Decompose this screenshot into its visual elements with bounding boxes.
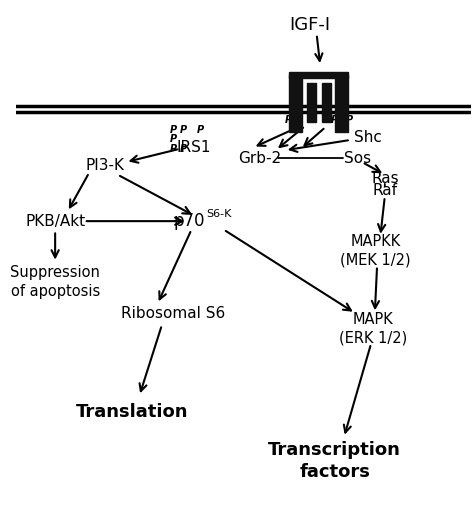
Bar (307, 83, 316, 122)
Text: S6-K: S6-K (207, 209, 232, 219)
Text: P: P (197, 125, 204, 135)
Text: P: P (170, 125, 177, 135)
Text: P: P (346, 115, 354, 125)
Text: MAPKK
(MEK 1/2): MAPKK (MEK 1/2) (340, 234, 411, 268)
Text: p70: p70 (173, 212, 205, 230)
Bar (289, 75, 302, 132)
Text: Ribosomal S6: Ribosomal S6 (121, 306, 226, 321)
Text: Shc: Shc (354, 130, 382, 145)
Text: P: P (170, 134, 177, 144)
Text: PKB/Akt: PKB/Akt (25, 213, 85, 229)
Text: P: P (170, 144, 177, 154)
Text: P: P (180, 125, 187, 135)
Text: P: P (180, 144, 187, 154)
Text: Transcription
factors: Transcription factors (268, 440, 401, 481)
Text: Sos: Sos (344, 151, 371, 165)
Text: Translation: Translation (76, 403, 189, 420)
Text: Suppression
of apoptosis: Suppression of apoptosis (10, 265, 100, 299)
Bar (335, 75, 347, 132)
Text: IGF-I: IGF-I (289, 16, 330, 33)
Text: PI3-K: PI3-K (86, 158, 125, 173)
Text: Grb-2: Grb-2 (238, 151, 282, 165)
Text: Ras: Ras (371, 171, 399, 186)
Text: MAPK
(ERK 1/2): MAPK (ERK 1/2) (339, 312, 408, 346)
Text: P: P (285, 115, 292, 125)
Text: Raf: Raf (372, 183, 397, 198)
Bar (289, 72, 347, 78)
Text: IRS1: IRS1 (177, 140, 211, 155)
Text: P: P (331, 115, 338, 125)
Bar (322, 83, 331, 122)
